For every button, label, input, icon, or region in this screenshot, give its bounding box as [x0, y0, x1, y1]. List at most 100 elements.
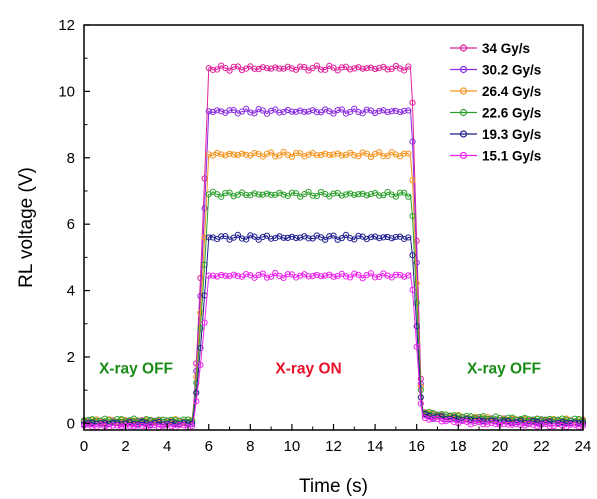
- data-point: [243, 270, 250, 278]
- data-point: [355, 232, 362, 239]
- data-point: [251, 149, 258, 157]
- data-point: [426, 416, 433, 423]
- data-point: [505, 414, 512, 421]
- data-point: [292, 149, 300, 157]
- data-point: [263, 190, 271, 197]
- data-point: [226, 189, 233, 196]
- data-point: [255, 106, 262, 113]
- data-point: [484, 421, 491, 428]
- data-point: [401, 189, 408, 196]
- data-point: [197, 275, 204, 282]
- data-point: [276, 152, 283, 159]
- data-point: [110, 422, 117, 429]
- data-point: [118, 423, 125, 430]
- data-point: [480, 417, 487, 424]
- data-point: [342, 63, 350, 70]
- data-point: [347, 108, 354, 116]
- data-point: [222, 233, 229, 240]
- data-point: [218, 233, 225, 240]
- data-point: [130, 423, 137, 430]
- data-point: [247, 232, 254, 239]
- data-point: [284, 192, 291, 200]
- data-point: [284, 271, 291, 278]
- data-point: [376, 235, 383, 242]
- data-point: [338, 152, 345, 159]
- data-point: [243, 236, 250, 243]
- legend-label: 19.3 Gy/s: [482, 127, 541, 142]
- data-point: [292, 108, 300, 115]
- data-point: [322, 236, 329, 243]
- data-point: [259, 270, 266, 277]
- series: [80, 231, 587, 429]
- data-point: [388, 274, 395, 281]
- data-point: [371, 65, 379, 73]
- data-point: [255, 271, 262, 278]
- data-point: [230, 193, 237, 200]
- data-point: [313, 109, 320, 116]
- x-tick-label: 22: [533, 438, 550, 455]
- data-point: [280, 274, 287, 282]
- data-point: [405, 234, 412, 241]
- data-point: [363, 65, 370, 72]
- data-point: [338, 106, 345, 113]
- data-point: [347, 66, 354, 73]
- data-point: [330, 190, 337, 197]
- legend-marker: [459, 65, 468, 74]
- data-point: [213, 235, 221, 243]
- data-point: [272, 64, 279, 71]
- y-tick-label: 10: [58, 83, 75, 100]
- data-point: [313, 271, 320, 279]
- data-point: [317, 109, 325, 116]
- data-point: [363, 150, 370, 157]
- data-point: [396, 108, 404, 116]
- data-point: [176, 421, 183, 428]
- data-point: [367, 64, 375, 71]
- data-point: [193, 389, 200, 396]
- data-point: [243, 151, 250, 158]
- annotation-label: X-ray OFF: [99, 361, 173, 378]
- data-point: [409, 99, 416, 106]
- data-point: [139, 422, 146, 429]
- x-tick-label: 4: [163, 438, 171, 455]
- data-point: [272, 106, 279, 113]
- data-point: [268, 149, 275, 156]
- series-line: [83, 271, 584, 429]
- legend-item: 26.4 Gy/s: [450, 84, 541, 99]
- data-point: [247, 109, 254, 116]
- data-point: [363, 192, 370, 199]
- data-point: [284, 234, 291, 241]
- legend-label: 22.6 Gy/s: [482, 106, 541, 121]
- data-point: [197, 361, 204, 369]
- data-point: [218, 193, 225, 200]
- data-point: [405, 150, 412, 157]
- data-point: [134, 422, 142, 429]
- data-point: [255, 191, 262, 198]
- data-point: [347, 235, 354, 242]
- data-point: [288, 233, 296, 240]
- data-point: [355, 191, 362, 198]
- data-point: [292, 190, 300, 197]
- data-point: [355, 153, 362, 160]
- data-point: [355, 108, 362, 116]
- data-point: [276, 109, 283, 116]
- data-point: [396, 153, 404, 160]
- series-line: [83, 234, 584, 426]
- data-point: [301, 63, 308, 71]
- data-point: [392, 107, 399, 114]
- data-point: [359, 275, 366, 282]
- annotation-layer: X-ray OFF X-ray ON X-ray OFF: [99, 361, 541, 378]
- legend: 34 Gy/s 30.2 Gy/s 26.4 Gy/s 22.6 Gy/s 19.3 G…: [450, 41, 541, 164]
- data-point: [326, 193, 333, 200]
- data-point: [251, 65, 258, 72]
- data-point: [459, 417, 466, 425]
- data-point: [342, 273, 350, 280]
- data-point: [367, 153, 375, 161]
- data-point: [222, 109, 229, 116]
- data-point: [197, 344, 204, 351]
- data-point: [359, 65, 366, 72]
- data-point: [168, 423, 175, 430]
- data-point: [288, 189, 296, 196]
- data-point: [359, 190, 366, 197]
- legend-item: 34 Gy/s: [450, 41, 530, 56]
